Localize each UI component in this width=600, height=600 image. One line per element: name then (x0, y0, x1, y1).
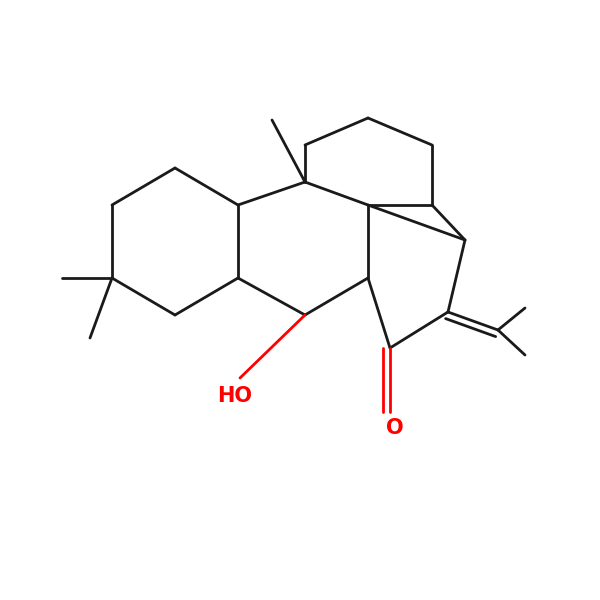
Text: HO: HO (218, 386, 253, 406)
Text: O: O (386, 418, 404, 438)
